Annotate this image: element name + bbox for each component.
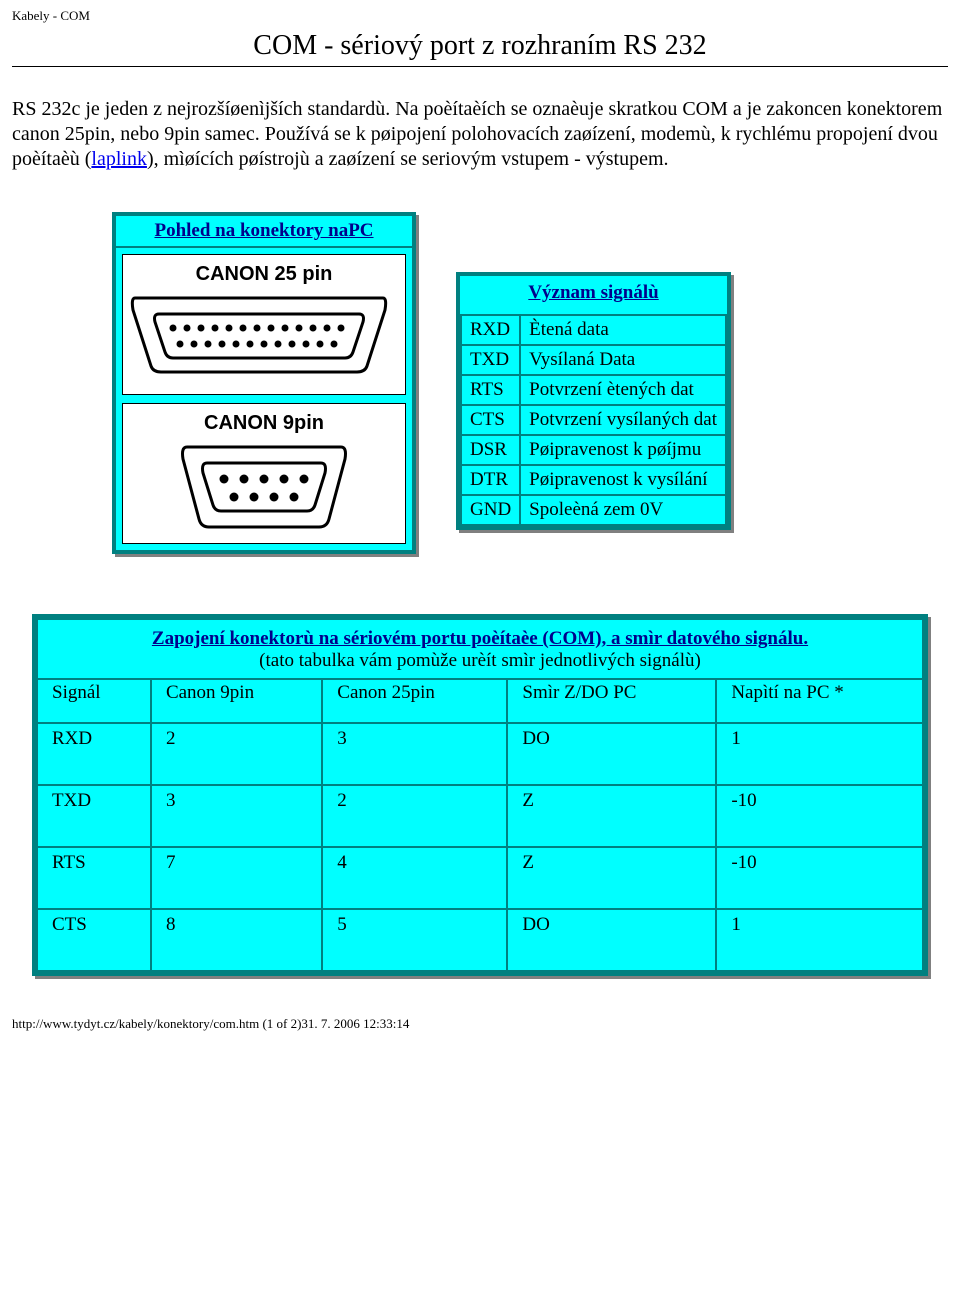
signal-val: Pøipravenost k pøíjmu [520,435,726,465]
connectors-area: CANON 25 pin CANON 9pin [116,248,412,550]
header-small: Kabely - COM [12,8,948,24]
signal-row: GNDSpoleèná zem 0V [461,495,726,525]
signal-row: RXDÈtená data [461,315,726,345]
signal-key: TXD [461,345,520,375]
connector-9pin: CANON 9pin [122,403,406,544]
db9-icon [179,441,349,533]
connector-25pin-label: CANON 25 pin [129,263,399,286]
connectors-panel: Pohled na konektory naPC CANON 25 pin CA… [112,212,416,554]
signal-val: Ètená data [520,315,726,345]
footer-url: http://www.tydyt.cz/kabely/konektory/com… [12,1016,948,1032]
pinout-row: TXD32Z-10 [37,785,923,847]
laplink-link[interactable]: laplink [91,148,147,170]
pinout-wrap: Zapojení konektorù na sériovém portu poè… [32,614,928,976]
pinout-subtitle: (tato tabulka vám pomùže urèít smìr jedn… [48,650,912,674]
connector-25pin: CANON 25 pin [122,254,406,395]
pinout-header-row: Signál Canon 9pin Canon 25pin Smìr Z/DO … [37,679,923,723]
signal-row: TXDVysílaná Data [461,345,726,375]
signal-row: DTRPøipravenost k vysílání [461,465,726,495]
pinout-row: CTS85DO1 [37,909,923,971]
pinout-col-9pin: Canon 9pin [151,679,322,723]
pinout-col-signal: Signál [37,679,151,723]
signals-panel: Význam signálù RXDÈtená data TXDVysílaná… [456,272,731,530]
signal-key: RXD [461,315,520,345]
db25-icon [129,292,389,378]
pinout-row: RXD23DO1 [37,723,923,785]
pinout-title: Zapojení konektorù na sériovém portu poè… [48,624,912,650]
signal-key: GND [461,495,520,525]
signal-key: CTS [461,405,520,435]
intro-text-2: ), mìøících pøístrojù a zaøízení se seri… [147,148,669,170]
pinout-col-25pin: Canon 25pin [322,679,507,723]
connector-9pin-label: CANON 9pin [129,412,399,435]
pinout-col-direction: Smìr Z/DO PC [507,679,716,723]
signal-row: RTSPotvrzení ètených dat [461,375,726,405]
mid-row: Pohled na konektory naPC CANON 25 pin CA… [112,212,948,554]
pinout-col-voltage: Napìtí na PC * [716,679,923,723]
signals-tbody: RXDÈtená data TXDVysílaná Data RTSPotvrz… [461,315,726,525]
signal-val: Potvrzení ètených dat [520,375,726,405]
title-rule [12,66,948,67]
signal-row: CTSPotvrzení vysílaných dat [461,405,726,435]
intro-paragraph: RS 232c je jeden z nejrozšíøenìjších sta… [12,97,948,172]
page-title: COM - sériový port z rozhraním RS 232 [12,30,948,62]
pinout-panel: Zapojení konektorù na sériovém portu poè… [32,614,928,976]
pinout-row: RTS74Z-10 [37,847,923,909]
signals-table: RXDÈtená data TXDVysílaná Data RTSPotvrz… [460,314,727,526]
pinout-caption: Zapojení konektorù na sériovém portu poè… [37,619,923,679]
signals-title: Význam signálù [460,276,727,314]
signal-key: DTR [461,465,520,495]
signal-key: RTS [461,375,520,405]
signal-val: Spoleèná zem 0V [520,495,726,525]
pinout-table: Zapojení konektorù na sériovém portu poè… [36,618,924,972]
signal-key: DSR [461,435,520,465]
signal-val: Vysílaná Data [520,345,726,375]
signal-row: DSRPøipravenost k pøíjmu [461,435,726,465]
signal-val: Pøipravenost k vysílání [520,465,726,495]
connectors-panel-title: Pohled na konektory naPC [116,216,412,248]
signal-val: Potvrzení vysílaných dat [520,405,726,435]
